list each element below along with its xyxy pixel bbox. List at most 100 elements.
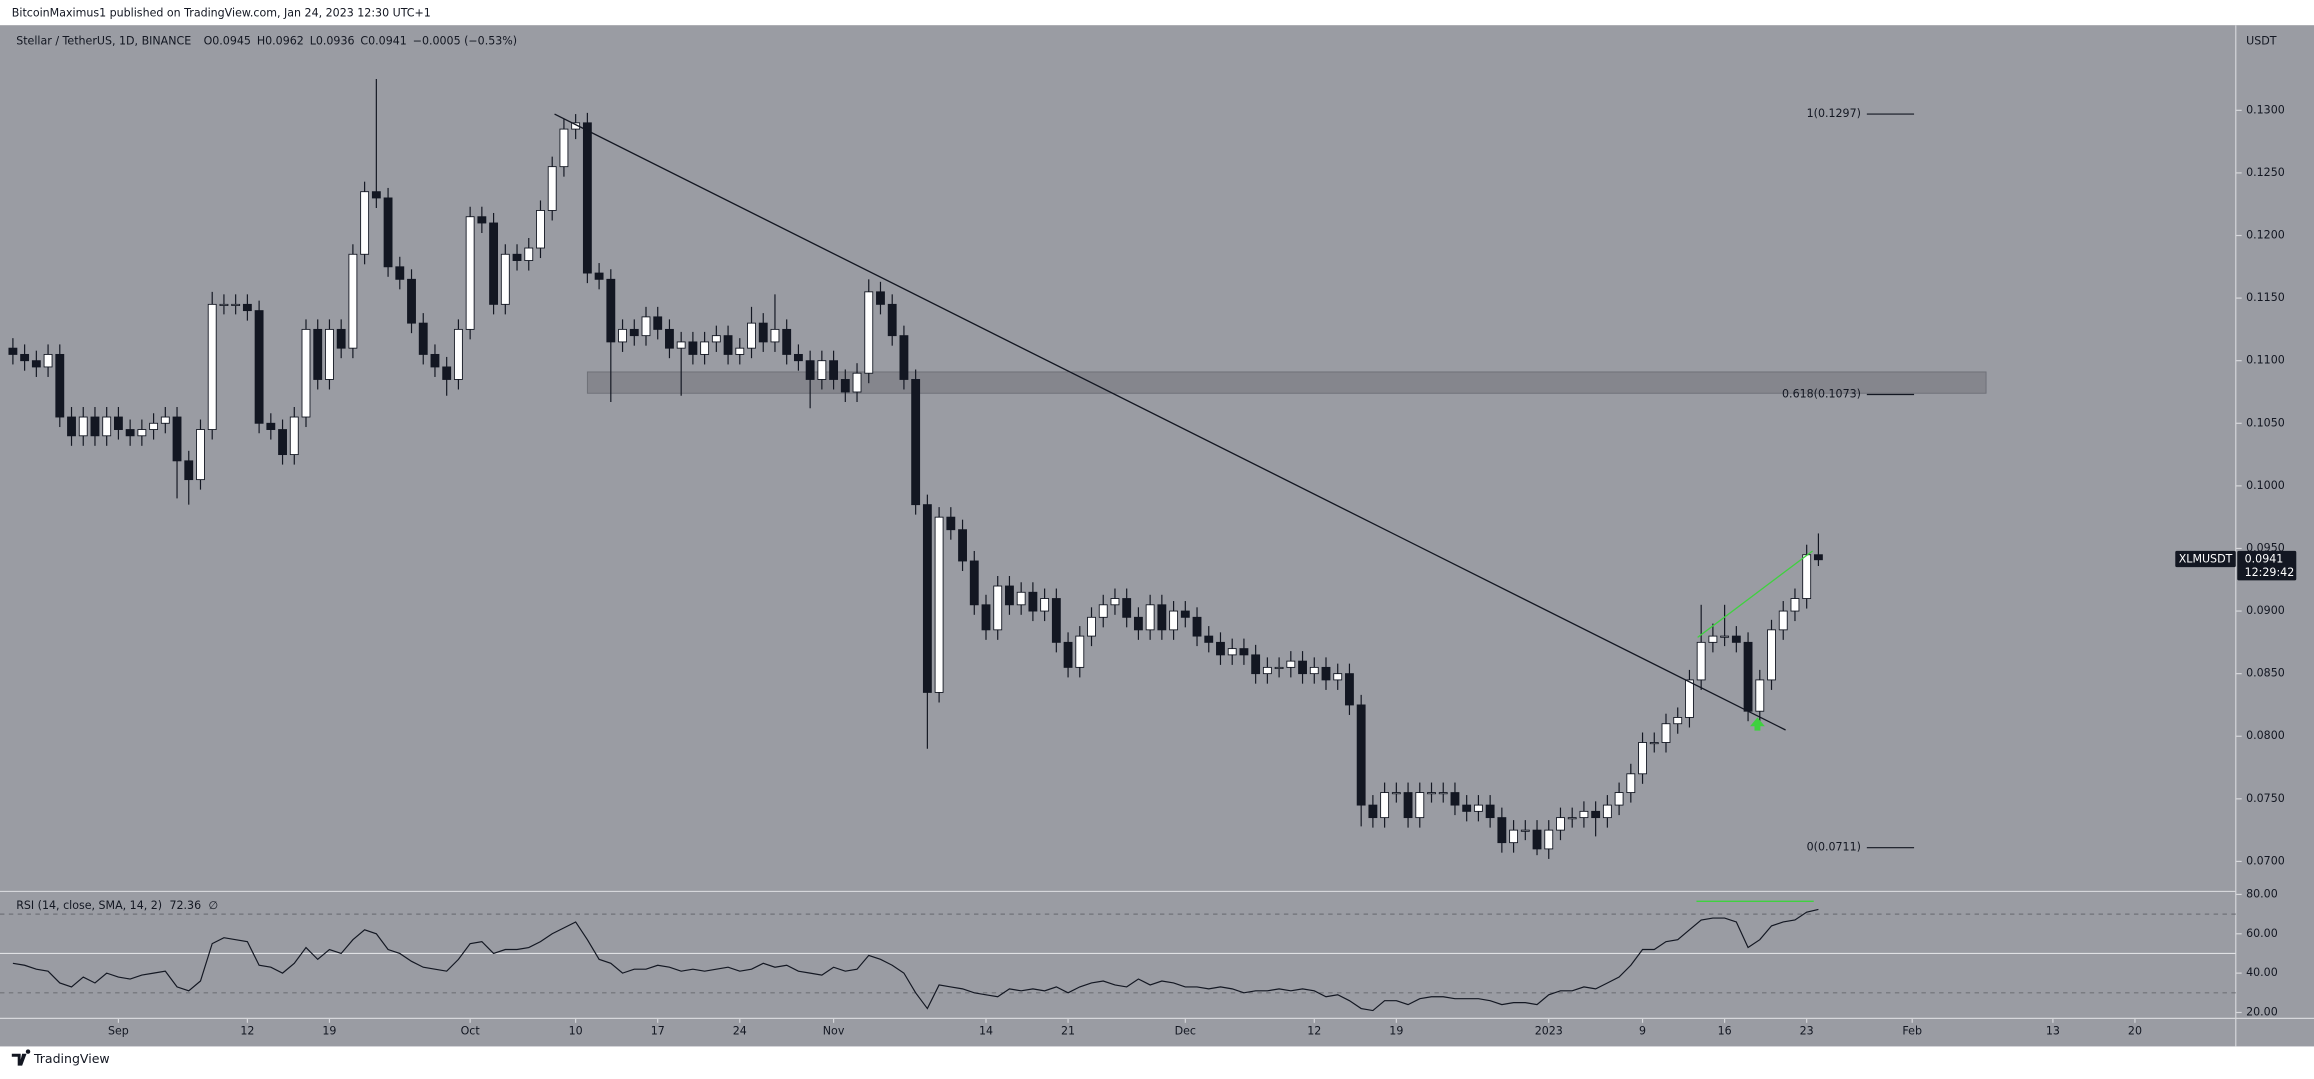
y-axis-label: USDT bbox=[2246, 34, 2277, 47]
candle-body bbox=[1368, 804, 1378, 819]
candle-body bbox=[1005, 585, 1014, 606]
legend-line: Stellar / TetherUS, 1D, BINANCE O0.0945 H… bbox=[16, 34, 517, 47]
candle-body bbox=[1333, 673, 1343, 681]
candle-body bbox=[1028, 591, 1038, 612]
candle-body bbox=[1321, 666, 1331, 681]
candle-body bbox=[67, 416, 76, 437]
candle-body bbox=[747, 322, 756, 349]
candle-body bbox=[1767, 629, 1776, 681]
candle-body bbox=[770, 328, 780, 343]
candle-body bbox=[922, 504, 932, 693]
candle-body bbox=[207, 303, 217, 430]
candle-body bbox=[1673, 717, 1683, 725]
fib-label: 1(0.1297) bbox=[1807, 107, 1861, 120]
x-tick-label: Feb bbox=[1902, 1025, 1922, 1038]
candle-body bbox=[805, 360, 815, 380]
candle-body bbox=[1122, 598, 1132, 618]
y-tick-label: 0.0800 bbox=[2246, 729, 2285, 742]
rsi-y-tick-label: 80.00 bbox=[2246, 887, 2278, 900]
rsi-title: RSI (14, close, SMA, 14, 2) bbox=[16, 899, 162, 912]
candle-body bbox=[1180, 610, 1190, 618]
x-tick-label: 19 bbox=[1389, 1025, 1403, 1038]
x-tick-label: 13 bbox=[2046, 1025, 2060, 1038]
last-price-tag bbox=[2237, 550, 2297, 581]
candle-body bbox=[1262, 666, 1272, 675]
candle-body bbox=[1133, 616, 1143, 631]
candle-body bbox=[1532, 829, 1542, 850]
candle-body bbox=[1380, 792, 1390, 819]
candle-body bbox=[1473, 804, 1483, 812]
candle-body bbox=[1204, 635, 1214, 643]
candle-body bbox=[149, 422, 159, 430]
candle-body bbox=[313, 328, 323, 380]
candle-body bbox=[688, 341, 698, 355]
candle-body bbox=[969, 560, 979, 606]
rsi-y-tick-label: 40.00 bbox=[2246, 966, 2278, 979]
y-tick-label: 0.1050 bbox=[2246, 416, 2285, 429]
candle-body bbox=[336, 328, 346, 349]
candle-body bbox=[1016, 591, 1026, 606]
candle-body bbox=[793, 353, 803, 362]
candle-body bbox=[477, 216, 487, 224]
candle-body bbox=[829, 360, 839, 380]
chart-background bbox=[0, 25, 2314, 1047]
change: −0.0005 (−0.53%) bbox=[413, 34, 517, 47]
candle-body bbox=[184, 460, 194, 481]
x-tick-label: 12 bbox=[1307, 1025, 1321, 1038]
symbol-tag bbox=[2175, 550, 2236, 568]
candle-body bbox=[1040, 598, 1050, 612]
price-divergence-line bbox=[1697, 550, 1813, 638]
candle-body bbox=[289, 416, 299, 456]
candle-body bbox=[231, 303, 241, 306]
candle-body bbox=[1157, 604, 1167, 631]
candle-body bbox=[360, 191, 370, 255]
candle-body bbox=[1696, 641, 1706, 681]
candle-body bbox=[1298, 660, 1307, 675]
candle-body bbox=[606, 278, 616, 343]
candle-body bbox=[1063, 641, 1073, 668]
candle-body bbox=[911, 379, 921, 506]
candle-body bbox=[536, 210, 545, 249]
candle-body bbox=[700, 341, 710, 355]
candle-body bbox=[1813, 554, 1823, 561]
candle-body bbox=[676, 341, 686, 349]
candle-body bbox=[418, 322, 428, 355]
candle-body bbox=[876, 291, 885, 305]
ohlc-key: O bbox=[204, 34, 213, 47]
candle-body bbox=[78, 416, 88, 437]
candle-body bbox=[723, 335, 733, 355]
candle-body bbox=[1544, 829, 1554, 850]
candle-body bbox=[1708, 635, 1718, 643]
candle-body bbox=[1790, 598, 1800, 612]
candle-body bbox=[852, 372, 862, 393]
candle-body bbox=[864, 291, 874, 374]
x-tick-label: Oct bbox=[461, 1025, 481, 1038]
y-tick-label: 0.1250 bbox=[2246, 166, 2285, 179]
candle-body bbox=[958, 529, 967, 562]
y-tick-label: 0.1150 bbox=[2246, 291, 2285, 304]
candle-body bbox=[1731, 635, 1741, 643]
candle-body bbox=[1778, 610, 1788, 631]
candle-body bbox=[31, 360, 41, 368]
candle-body bbox=[559, 128, 569, 168]
candle-body bbox=[500, 253, 510, 305]
y-tick-label: 0.0750 bbox=[2246, 792, 2285, 805]
candle-body bbox=[125, 429, 135, 437]
candle-body bbox=[1520, 829, 1530, 832]
candle-body bbox=[196, 429, 205, 481]
x-tick-label: Nov bbox=[823, 1025, 845, 1038]
candle-body bbox=[1075, 635, 1085, 668]
candle-body bbox=[172, 416, 182, 462]
candle-body bbox=[629, 328, 639, 337]
x-tick-label: 10 bbox=[569, 1025, 583, 1038]
x-tick-label: 14 bbox=[979, 1025, 993, 1038]
y-tick-label: 0.1300 bbox=[2246, 103, 2285, 116]
candle-body bbox=[758, 322, 768, 343]
candle-body bbox=[1098, 604, 1108, 618]
x-tick-label: 17 bbox=[651, 1025, 665, 1038]
candle-body bbox=[1602, 804, 1612, 819]
candle-body bbox=[711, 335, 721, 343]
x-tick-label: 20 bbox=[2128, 1025, 2142, 1038]
candle-body bbox=[1087, 616, 1096, 637]
